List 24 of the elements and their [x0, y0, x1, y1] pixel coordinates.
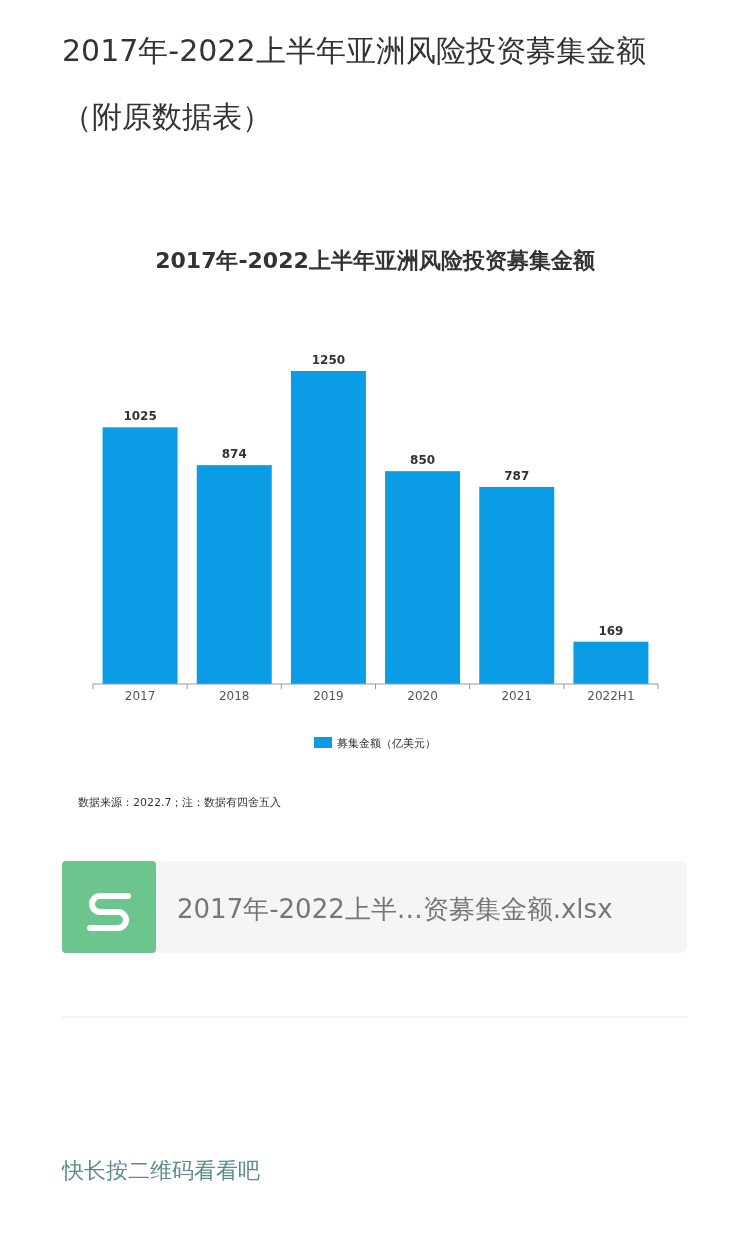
x-tick-label: 2017	[124, 689, 156, 703]
data-label: 787	[504, 468, 530, 483]
bar	[385, 471, 461, 684]
x-tick-label: 2021	[501, 689, 533, 703]
chart-title: 2017年-2022上半年亚洲风险投资募集金额	[155, 248, 596, 273]
bar	[102, 427, 178, 684]
data-label: 169	[598, 623, 624, 638]
bar	[196, 465, 272, 684]
text: 2017年-2022上半年亚洲风险投资募集金额（附原数据表）	[62, 32, 647, 136]
bar	[290, 371, 366, 684]
legend-label: 募集金额（亿美元）	[337, 737, 436, 750]
x-tick-label: 2020	[407, 689, 438, 703]
text: 2017年-2022上半…资募集金额.xlsx	[177, 894, 613, 924]
x-tick-label: 2018	[218, 689, 250, 703]
data-label: 1250	[311, 353, 346, 367]
bar	[479, 486, 555, 684]
text: 快长按二维码看看吧	[61, 1158, 260, 1183]
x-tick-label: 2019	[313, 689, 344, 703]
source-note: 数据来源：2022.7；注：数据有四舍五入	[78, 796, 282, 809]
data-label: 850	[410, 453, 436, 468]
data-label: 874	[221, 447, 247, 462]
bar	[573, 641, 649, 684]
x-tick-label: 2022H1	[587, 689, 635, 703]
data-label: 1025	[123, 409, 157, 424]
